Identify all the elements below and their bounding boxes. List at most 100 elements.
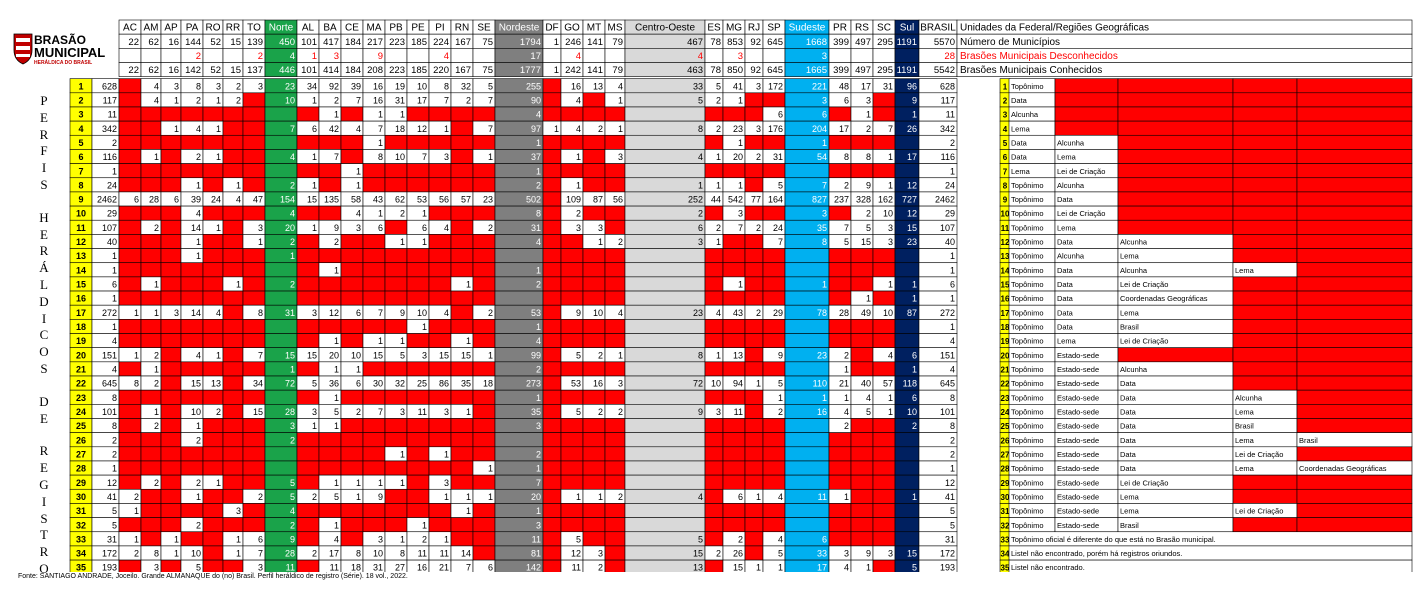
profile-value: 8 [378,152,383,162]
profile-value: 1 [174,95,179,105]
profile-cell [242,134,266,150]
profile-cell [850,333,874,348]
profile-value: 8 [844,152,849,162]
profile-cell [222,262,244,278]
profile-cell [202,177,224,193]
profile-cell [222,304,244,320]
profile-cell [560,517,584,533]
profile-value: 1 [356,492,361,502]
column-header: Sudeste [789,23,826,34]
profile-cell [242,177,266,193]
profile-cell [744,361,764,377]
logo-line1: BRASÃO [34,32,86,47]
profile-desc: Estado-sede [1057,464,1099,473]
summary-value: 75 [482,37,493,48]
profile-cell [560,432,584,448]
profile-value: 12 [945,478,955,488]
profile-cell [118,474,142,490]
profile-cell [894,319,920,334]
profile-total: 107 [102,223,117,233]
profile-value: 2 [196,435,201,445]
profile-value: 4 [950,336,955,346]
profile-cell [604,333,626,348]
profile-cell [744,404,764,419]
profile-cell [428,460,452,476]
summary-value: 223 [389,65,405,76]
profile-cell [560,418,584,433]
profile-cell [604,503,626,518]
profile-value: 8 [258,308,263,318]
profile-cell [180,319,204,334]
profile-cell [242,418,266,433]
profile-cell [542,460,562,476]
profile-desc: Estado-sede [1057,422,1099,431]
profile-value: 25 [417,379,427,389]
profile-cell [180,460,204,476]
profile-cell [762,205,786,221]
profile-value: 1 [866,563,871,572]
profile-cell [180,389,204,405]
profile-value: 15 [693,549,703,559]
profile-desc-cell [1232,205,1298,221]
profile-cell [624,319,706,334]
profile-cell [582,474,606,490]
profile-value: 32 [461,81,471,91]
profile-desc-cell [1117,177,1234,193]
profile-cell [704,559,724,572]
profile-cell [472,361,496,377]
profile-value: 4 [576,95,581,105]
profile-value: 628 [940,81,955,91]
profile-desc: Data [1057,195,1074,204]
profile-value: 11 [418,549,427,559]
profile-cell [450,531,474,547]
summary-value: 101 [301,37,317,48]
profile-cell [222,163,244,179]
profile-value: 12 [329,308,339,318]
summary-label: Brasões Municipais Desconhecidos [960,51,1118,62]
profile-value: 1 [822,280,827,290]
profile-cell [118,177,142,193]
profile-value: 5 [778,549,783,559]
profile-cell [582,531,606,547]
profile-total: 6 [112,280,117,290]
profile-value: 2 [716,124,721,134]
profile-value: 5 [698,534,703,544]
profile-value: 33 [817,549,827,559]
profile-cell [318,276,342,292]
profile-value: 7 [290,124,295,134]
profile-value: 7 [356,95,361,105]
profile-number-right: 35 [1001,564,1010,572]
profile-value: 1 [400,449,405,459]
summary-value: 139 [247,37,263,48]
profile-desc: Topônimo [1011,422,1044,431]
profile-total: 645 [102,379,117,389]
summary-value: 399 [833,37,849,48]
profile-cell [722,446,746,462]
profile-cell [222,361,244,377]
profile-value: 3 [312,407,317,417]
profile-value: 21 [439,563,449,572]
profile-cell [744,205,764,221]
profile-total: 272 [102,308,117,318]
profile-desc: Alcunha [1011,110,1039,119]
profile-cell [744,106,764,122]
profile-value: 62 [395,195,405,205]
profile-desc: Estado-sede [1057,492,1099,501]
summary-value: 463 [687,65,703,76]
profile-cell [604,460,626,476]
summary-cell [472,48,496,63]
profile-number-right: 25 [1001,422,1010,431]
profile-cell [542,333,562,348]
profile-value: 10 [191,407,201,417]
profile-desc-cell [1054,120,1119,136]
profile-value: 1 [716,350,721,360]
profile-value: 15 [373,350,383,360]
profile-desc: Topônimo [1011,492,1044,501]
profile-value: 3 [444,478,449,488]
profile-number: 35 [76,563,86,572]
profile-desc-cell [1296,404,1413,419]
profile-value: 90 [531,95,541,105]
profile-value: 1 [236,549,241,559]
profile-cell [828,460,852,476]
profile-value: 43 [373,195,383,205]
